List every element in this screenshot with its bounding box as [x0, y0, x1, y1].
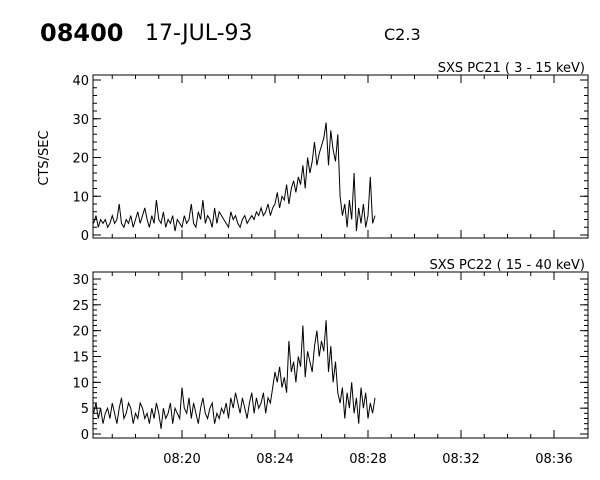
y-tick-label: 20: [72, 325, 89, 340]
y-tick-label: 40: [72, 74, 89, 89]
panel-1-ylabel: CTS/SEC: [37, 130, 52, 185]
y-tick-label: 25: [72, 299, 89, 314]
event-id: 08400: [40, 19, 124, 47]
panel-1-title: SXS PC21 ( 3 - 15 keV): [438, 61, 585, 76]
y-tick-label: 0: [81, 428, 89, 443]
panel-2-title: SXS PC22 ( 15 - 40 keV): [429, 258, 585, 273]
x-tick-label: 08:28: [349, 452, 386, 467]
y-tick-label: 20: [72, 152, 89, 167]
panel-1-frame: [92, 74, 589, 239]
event-date: 17-JUL-93: [145, 21, 253, 46]
y-tick-label: 10: [72, 376, 89, 391]
x-tick-label: 08:20: [163, 452, 200, 467]
y-tick-label: 30: [72, 273, 89, 288]
x-tick-label: 08:32: [442, 452, 479, 467]
x-tick-label: 08:36: [535, 452, 572, 467]
y-tick-label: 15: [72, 351, 89, 366]
series-line-pc22: [93, 320, 376, 429]
y-tick-label: 30: [72, 113, 89, 128]
y-tick-label: 10: [72, 190, 89, 205]
y-tick-label: 5: [81, 402, 89, 417]
flare-class: C2.3: [384, 25, 421, 44]
panel-2-frame: [92, 271, 589, 439]
series-line-pc21: [93, 122, 376, 232]
y-tick-label: 0: [81, 229, 89, 244]
x-tick-label: 08:24: [256, 452, 293, 467]
